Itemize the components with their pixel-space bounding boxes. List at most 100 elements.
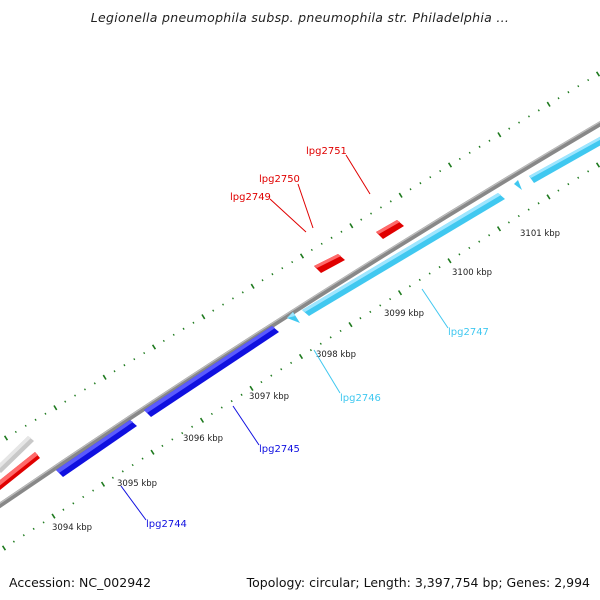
reverse-track-tick: [22, 534, 25, 537]
kbp-label-3097: 3097 kbp: [249, 392, 289, 402]
gene-label-lpg2750[interactable]: lpg2750: [259, 174, 300, 185]
forward-track-tick: [271, 273, 274, 276]
reverse-track-tick: [92, 489, 95, 492]
forward-track-tick: [53, 405, 58, 411]
reverse-track-tick: [240, 393, 243, 396]
kbp-label-3100: 3100 kbp: [452, 268, 492, 278]
forward-track-tick: [458, 157, 461, 161]
forward-track-tick: [113, 370, 116, 373]
gene-label-lpg2745[interactable]: lpg2745: [259, 444, 300, 455]
reverse-track-tick: [397, 290, 403, 296]
forward-track-tick: [527, 115, 530, 118]
gene-label-lpg2747[interactable]: lpg2747: [448, 327, 489, 338]
reverse-track-tick: [150, 449, 155, 455]
forward-track-tick: [567, 91, 570, 94]
reverse-track-tick: [496, 226, 502, 232]
forward-track-tick: [488, 139, 491, 142]
leader-lpg2747: [421, 288, 449, 329]
gene-lpg2747-arrow[interactable]: [302, 193, 505, 316]
gene-lpg2744-arrow[interactable]: [56, 420, 137, 477]
gene-lpg2749-arrow[interactable]: [314, 254, 345, 273]
forward-track-tick: [546, 101, 551, 107]
gene-lpg2751-arrow[interactable]: [376, 220, 404, 239]
forward-track-tick: [349, 223, 354, 229]
kbp-label-3096: 3096 kbp: [183, 434, 223, 444]
reverse-track-tick: [270, 374, 273, 377]
forward-track-tick: [83, 388, 86, 391]
reverse-track-tick: [280, 368, 283, 371]
gene-label-lpg2746[interactable]: lpg2746: [340, 393, 381, 404]
gene-label-lpg2751[interactable]: lpg2751: [306, 146, 347, 157]
forward-tick-track: [3, 71, 600, 441]
forward-track-tick: [102, 374, 107, 380]
kbp-label-3095: 3095 kbp: [117, 479, 157, 489]
reverse-track-tick: [51, 513, 56, 519]
forward-track-tick: [330, 236, 333, 239]
reverse-track-tick: [42, 521, 45, 524]
forward-track-tick: [478, 145, 481, 148]
backbone-highlight: [0, 121, 600, 504]
forward-track-tick: [379, 206, 382, 209]
reverse-track-tick: [290, 361, 293, 364]
forward-track-tick: [389, 200, 392, 203]
forward-track-tick: [241, 291, 244, 294]
gene-lpg2746-arrow[interactable]: [287, 312, 300, 323]
reverse-track-tick: [447, 258, 452, 264]
reverse-track-tick: [577, 176, 580, 179]
forward-track-tick: [557, 97, 560, 100]
forward-track-tick: [595, 71, 600, 77]
genome-summary-text: Topology: circular; Length: 3,397,754 bp…: [246, 575, 590, 590]
forward-track-tick: [299, 253, 305, 259]
gene-lpg2745-arrow[interactable]: [144, 326, 279, 417]
reverse-track-tick: [348, 321, 353, 328]
forward-track-tick: [24, 424, 27, 427]
reverse-track-tick: [329, 336, 332, 339]
forward-track-tick: [468, 151, 471, 154]
forward-track-tick: [74, 394, 77, 397]
reverse-track-tick: [210, 412, 213, 416]
reverse-track-tick: [507, 221, 510, 224]
reverse-track-tick: [131, 463, 134, 467]
kbp-labels: 3094 kbp 3095 kbp 3096 kbp 3097 kbp 3098…: [52, 229, 560, 533]
forward-track-tick: [162, 339, 165, 343]
reverse-track-tick: [32, 527, 35, 530]
gene-red-partial: [0, 452, 40, 490]
gene-label-lpg2749[interactable]: lpg2749: [230, 192, 271, 203]
forward-track-tick: [172, 333, 175, 336]
forward-track-tick: [222, 303, 225, 306]
forward-track-tick: [419, 182, 422, 185]
reverse-track-tick: [121, 470, 124, 473]
forward-track-tick: [291, 260, 294, 264]
forward-track-tick: [133, 358, 136, 361]
gene-label-lpg2744[interactable]: lpg2744: [146, 519, 187, 530]
accession-text: Accession: NC_002942: [9, 575, 152, 590]
forward-track-tick: [398, 192, 403, 198]
forward-track-tick: [518, 121, 521, 124]
forward-track-tick: [201, 314, 206, 320]
forward-track-tick: [320, 242, 323, 245]
reverse-track-tick: [171, 438, 174, 441]
leader-lpg2751: [345, 154, 371, 195]
reverse-track-tick: [260, 380, 263, 384]
forward-track-tick: [439, 169, 442, 173]
gene-cyan-small: [514, 180, 522, 190]
reverse-track-tick: [319, 342, 322, 345]
reverse-track-tick: [379, 304, 382, 307]
forward-track-tick: [182, 327, 185, 330]
reverse-track-tick: [298, 353, 304, 360]
reverse-track-tick: [161, 444, 164, 447]
forward-track-tick: [123, 364, 126, 367]
forward-track-tick: [508, 127, 511, 130]
kbp-label-3094: 3094 kbp: [52, 523, 92, 533]
reverse-track-tick: [546, 194, 551, 200]
forward-track-tick: [429, 176, 432, 179]
reverse-track-tick: [428, 272, 431, 275]
reverse-track-tick: [339, 329, 342, 333]
forward-track-tick: [281, 267, 284, 270]
reverse-track-tick: [567, 183, 570, 186]
reverse-track-tick: [408, 285, 411, 288]
reverse-track-tick: [111, 476, 114, 479]
reverse-track-tick: [557, 189, 560, 192]
reverse-track-tick: [12, 540, 15, 543]
gene-labels: lpg2744 lpg2745 lpg2746 lpg2747 lpg2749 …: [146, 146, 489, 530]
